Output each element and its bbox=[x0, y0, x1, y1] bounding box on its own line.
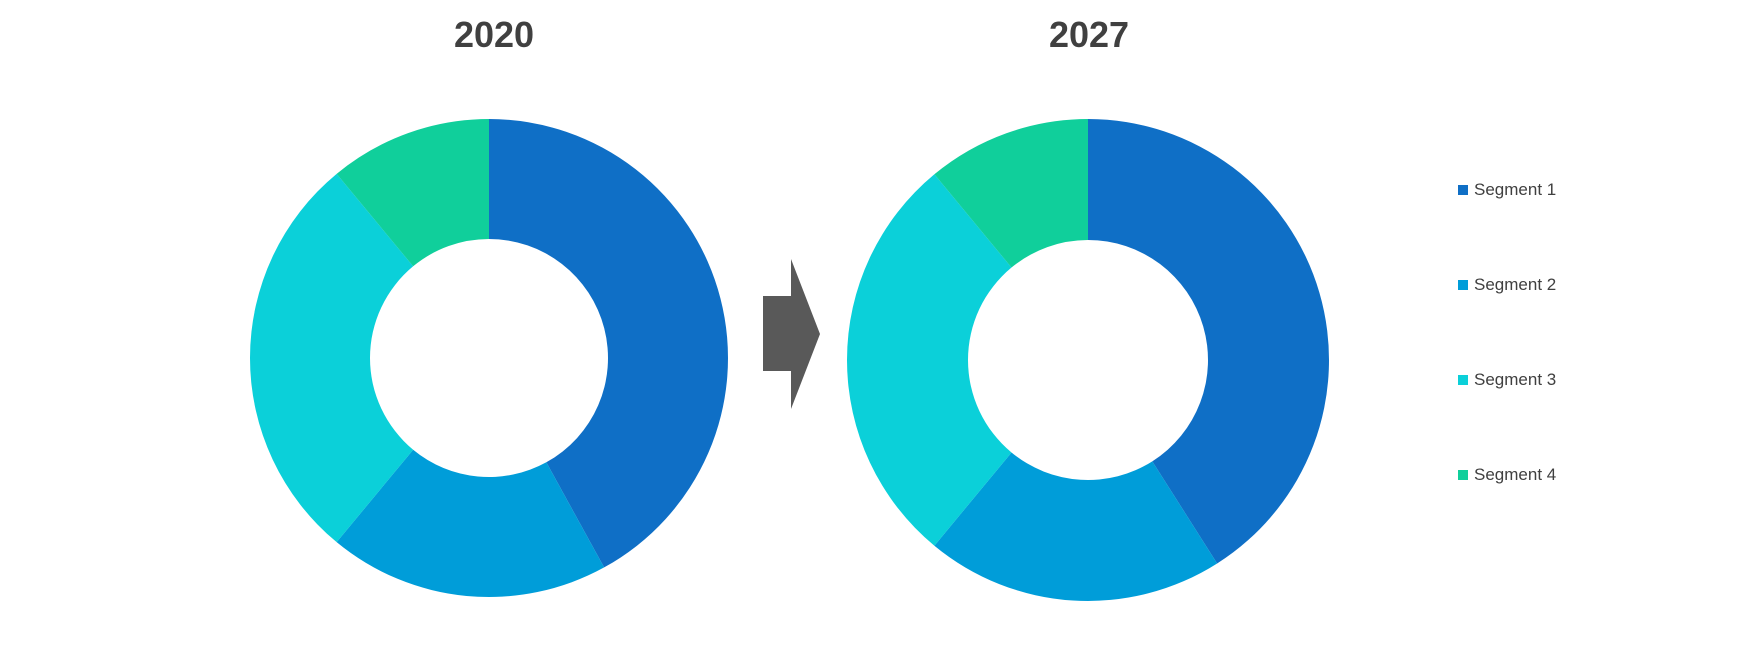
chart-title-2027: 2027 bbox=[1048, 14, 1130, 55]
legend-label: Segment 1 bbox=[1474, 180, 1557, 199]
legend-label: Segment 4 bbox=[1474, 465, 1557, 484]
legend-item-segment-2: Segment 2 bbox=[1458, 275, 1556, 295]
legend-swatch bbox=[1458, 375, 1468, 385]
donut-chart-2020 bbox=[250, 119, 728, 597]
donut-slice-2027-segment-4 bbox=[934, 119, 1088, 268]
chevron-arrow-right-icon bbox=[763, 259, 820, 409]
legend-label: Segment 3 bbox=[1474, 370, 1557, 389]
legend-item-segment-4: Segment 4 bbox=[1458, 465, 1556, 485]
donut-slice-2027-segment-1 bbox=[1088, 119, 1330, 564]
legend-swatch bbox=[1458, 470, 1468, 480]
donut-slice-2027-segment-3 bbox=[846, 174, 1012, 546]
donut-chart-2027 bbox=[846, 119, 1330, 601]
legend-swatch bbox=[1458, 185, 1468, 195]
legend-label: Segment 2 bbox=[1474, 275, 1557, 294]
donut-slice-2020-segment-3 bbox=[250, 173, 414, 543]
chart-title-2020: 2020 bbox=[453, 14, 535, 55]
donut-slice-2020-segment-2 bbox=[336, 449, 605, 597]
donut-slice-2020-segment-1 bbox=[489, 119, 728, 568]
legend-swatch bbox=[1458, 280, 1468, 290]
legend-item-segment-1: Segment 1 bbox=[1458, 180, 1556, 200]
donut-slice-2027-segment-2 bbox=[934, 452, 1218, 601]
donut-slice-2020-segment-4 bbox=[336, 119, 489, 267]
legend-item-segment-3: Segment 3 bbox=[1458, 370, 1556, 390]
